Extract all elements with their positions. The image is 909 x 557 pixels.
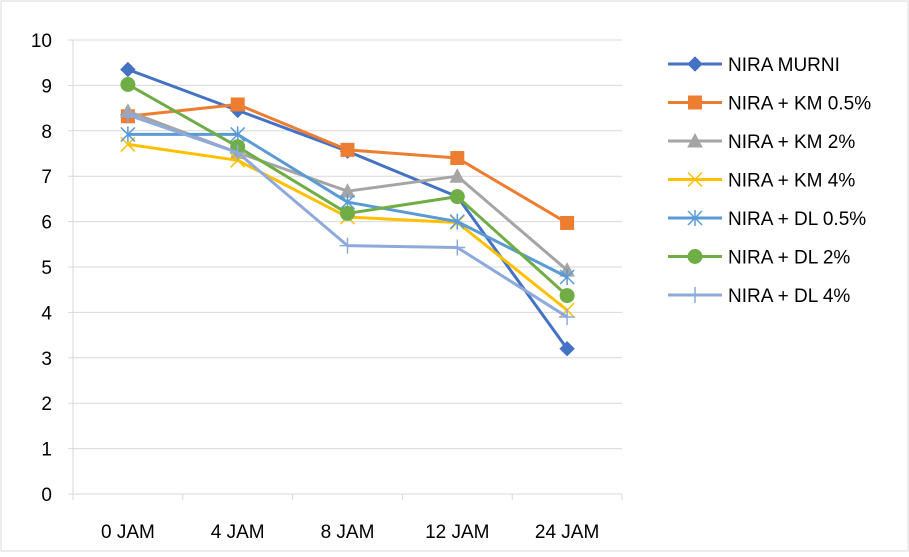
legend-entry: NIRA + DL 4% xyxy=(668,286,850,307)
legend-marker xyxy=(687,287,703,303)
legend-marker xyxy=(688,95,702,110)
data-point xyxy=(559,308,576,325)
data-point xyxy=(449,239,466,256)
legend-entry: NIRA + DL 2% xyxy=(668,248,850,269)
x-tick-label: 0 JAM xyxy=(101,522,155,543)
data-point xyxy=(559,288,575,304)
y-tick-label: 8 xyxy=(41,122,52,143)
legend-marker xyxy=(687,210,703,226)
legend-marker xyxy=(687,56,703,72)
gridlines xyxy=(73,39,622,450)
y-tick-label: 1 xyxy=(41,440,52,461)
legend-label: NIRA MURNI xyxy=(728,55,840,76)
data-point xyxy=(120,61,136,78)
legend-entry: NIRA + KM 0.5% xyxy=(668,94,871,115)
x-tick-label: 4 JAM xyxy=(211,522,265,543)
y-tick-label: 10 xyxy=(31,31,52,52)
data-point xyxy=(449,168,466,183)
series-lines xyxy=(119,61,576,357)
data-point xyxy=(559,341,575,357)
legend-label: NIRA + DL 4% xyxy=(728,286,850,307)
data-point xyxy=(230,97,245,112)
legend-label: NIRA + DL 2% xyxy=(728,248,850,269)
x-tick-label: 8 JAM xyxy=(321,522,375,543)
y-tick-label: 6 xyxy=(41,213,52,234)
legend: NIRA MURNI NIRA + KM 0.5% NIRA + KM 2% NIRA… xyxy=(668,55,871,307)
y-tick-label: 3 xyxy=(41,349,52,370)
data-point xyxy=(449,189,465,205)
y-tick-label: 0 xyxy=(41,485,52,506)
y-tick-label: 5 xyxy=(41,258,52,279)
legend-marker xyxy=(687,249,703,264)
series-6 xyxy=(119,106,576,325)
legend-entry: NIRA + KM 2% xyxy=(668,132,855,153)
legend-marker xyxy=(687,132,703,148)
y-tick-label: 7 xyxy=(41,167,52,188)
axes: 0 1 2 3 4 5 6 7 8 9 10 0 JAM 4 JAM 8 JAM 12 JAM 24 JAM xyxy=(31,31,623,543)
data-point xyxy=(339,237,356,254)
data-point xyxy=(450,151,465,166)
legend-entry: NIRA + KM 4% xyxy=(668,171,855,192)
legend-entry: NIRA + DL 0.5% xyxy=(668,209,866,230)
data-point xyxy=(449,213,465,230)
data-point xyxy=(120,76,136,92)
legend-marker xyxy=(687,171,703,188)
y-tick-label: 9 xyxy=(41,76,52,97)
legend-label: NIRA + KM 0.5% xyxy=(728,94,871,115)
x-tick-label: 12 JAM xyxy=(425,522,489,543)
y-tick-label: 2 xyxy=(41,394,52,415)
legend-label: NIRA + KM 4% xyxy=(728,171,855,192)
legend-label: NIRA + KM 2% xyxy=(728,132,855,153)
data-point xyxy=(559,268,575,285)
x-tick-label: 24 JAM xyxy=(535,522,599,543)
data-point xyxy=(560,215,575,230)
data-point xyxy=(120,126,136,143)
data-point xyxy=(229,144,246,161)
legend-label: NIRA + DL 0.5% xyxy=(728,209,866,230)
legend-entry: NIRA MURNI xyxy=(668,55,840,76)
data-point xyxy=(340,142,355,157)
y-tick-label: 4 xyxy=(41,303,52,324)
data-point xyxy=(340,205,355,221)
data-point xyxy=(119,106,136,123)
